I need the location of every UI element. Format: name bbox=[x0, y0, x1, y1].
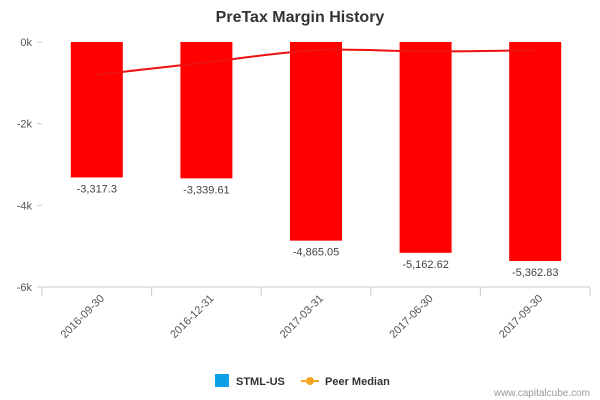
bar-2017-03-31[interactable] bbox=[290, 42, 342, 241]
peer-median-line[interactable] bbox=[96, 48, 536, 76]
x-tick-label-2017-09-30: 2017-09-30 bbox=[497, 293, 545, 341]
y-tick-label: -6k bbox=[17, 282, 33, 294]
x-tick-label-2016-09-30: 2016-09-30 bbox=[59, 293, 107, 341]
line-series-peer-median bbox=[96, 48, 536, 76]
x-tick-label-2016-12-31: 2016-12-31 bbox=[168, 293, 216, 341]
data-label-2017-03-31: -4,865.05 bbox=[293, 247, 339, 259]
legend-label-stml-us: STML-US bbox=[236, 376, 285, 388]
x-tick-label-2017-06-30: 2017-06-30 bbox=[387, 293, 435, 341]
legend-item-peer-median[interactable]: Peer Median bbox=[301, 376, 390, 388]
y-tick-label: -2k bbox=[17, 119, 33, 131]
y-axis: 0k -2k -4k -6k bbox=[17, 37, 42, 294]
x-axis: 2016-09-30 2016-12-31 2017-03-31 2017-06-30… bbox=[41, 286, 591, 341]
bar-series-stml-us bbox=[70, 42, 562, 261]
bar-2016-09-30[interactable] bbox=[70, 42, 123, 178]
data-labels: -3,317.3 -3,339.61 -4,865.05 -5,162.62 -5,36… bbox=[77, 183, 559, 279]
data-label-2017-09-30: -5,362.83 bbox=[512, 267, 558, 279]
bar-2017-09-30[interactable] bbox=[509, 42, 562, 261]
bar-2017-06-30[interactable] bbox=[399, 42, 452, 253]
data-label-2017-06-30: -5,162.62 bbox=[402, 259, 448, 271]
credit-text: www.capitalcube.com bbox=[493, 388, 590, 399]
legend-marker-peer-median bbox=[306, 377, 314, 385]
y-tick-label: -4k bbox=[17, 200, 33, 212]
data-label-2016-09-30: -3,317.3 bbox=[77, 183, 117, 195]
legend-label-peer-median: Peer Median bbox=[325, 376, 390, 388]
data-label-2016-12-31: -3,339.61 bbox=[183, 184, 229, 196]
legend-swatch-stml-us bbox=[215, 374, 229, 387]
y-tick-label: 0k bbox=[20, 37, 32, 49]
legend-item-stml-us[interactable]: STML-US bbox=[215, 374, 285, 388]
chart-title: PreTax Margin History bbox=[216, 9, 385, 26]
x-tick-label-2017-03-31: 2017-03-31 bbox=[278, 293, 326, 341]
legend: STML-US Peer Median bbox=[215, 374, 390, 388]
